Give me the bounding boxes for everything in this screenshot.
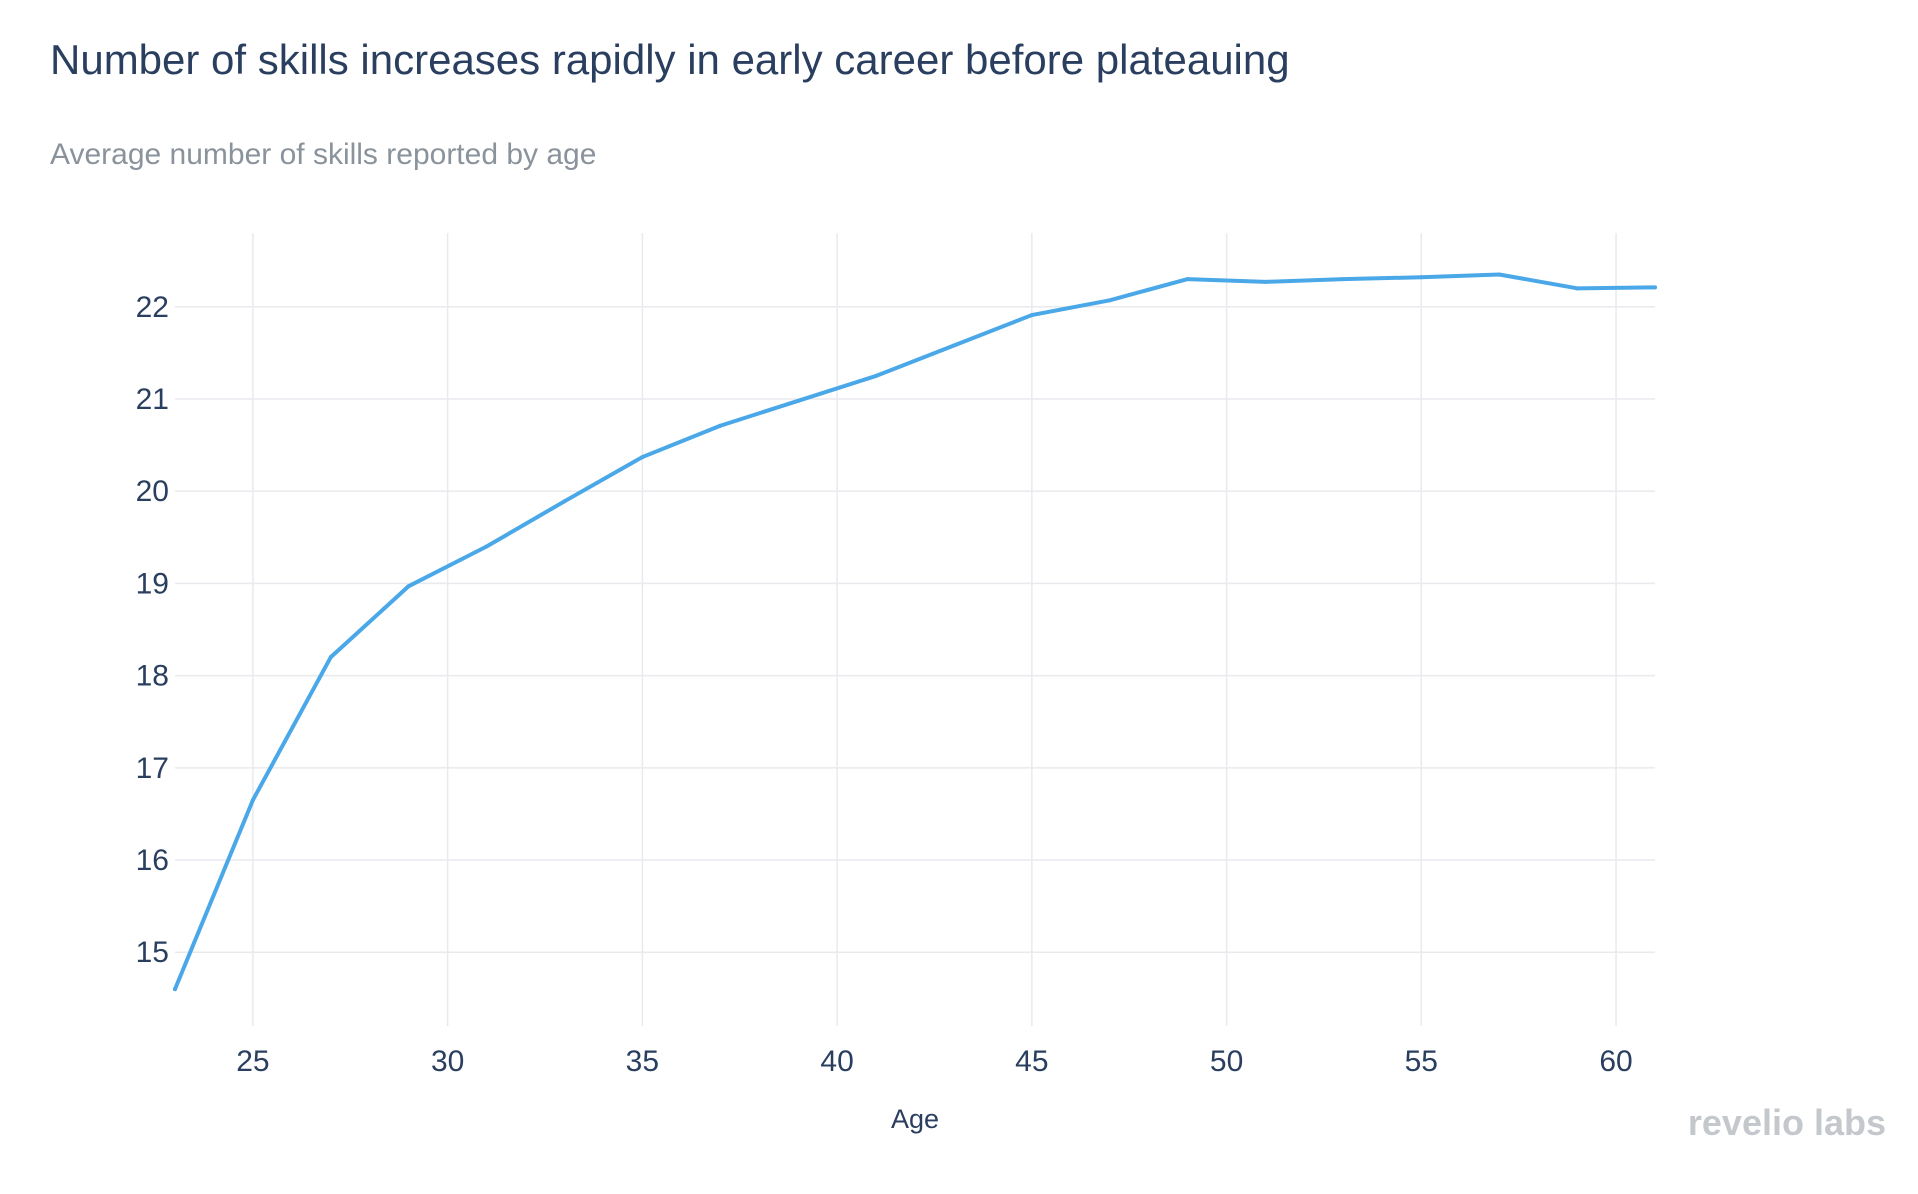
y-tick-label: 16 — [136, 844, 169, 877]
x-tick-label: 30 — [431, 1045, 464, 1078]
y-tick-label: 22 — [136, 291, 169, 324]
x-tick-label: 45 — [1015, 1045, 1048, 1078]
data-point — [951, 343, 956, 348]
x-axis-ticks: 25 30 35 40 45 50 55 60 — [236, 1045, 1633, 1078]
x-tick-label: 35 — [626, 1045, 659, 1078]
x-tick-label: 50 — [1210, 1045, 1243, 1078]
y-tick-label: 21 — [136, 383, 169, 416]
brand-logo-text: revelio labs — [1687, 1102, 1886, 1143]
data-point — [796, 398, 801, 403]
series-group — [173, 272, 1657, 992]
data-point — [1263, 279, 1268, 284]
x-tick-label: 55 — [1405, 1045, 1438, 1078]
data-point — [1497, 272, 1502, 277]
data-point — [562, 499, 567, 504]
data-point — [1185, 277, 1190, 282]
x-tick-label: 40 — [820, 1045, 853, 1078]
series-line — [173, 272, 1657, 992]
data-point — [1653, 285, 1657, 290]
revelio-labs-logo: revelio labs — [1688, 1102, 1886, 1144]
data-point — [250, 798, 255, 803]
data-point — [1575, 286, 1580, 291]
data-point — [1341, 277, 1346, 282]
data-point — [874, 373, 879, 378]
x-axis-title: Age — [891, 1104, 939, 1134]
x-tick-label: 60 — [1599, 1045, 1632, 1078]
y-tick-label: 19 — [136, 567, 169, 600]
chart-subtitle: Average number of skills reported by age — [50, 138, 597, 171]
y-tick-label: 20 — [136, 475, 169, 508]
data-point — [1107, 298, 1112, 303]
y-tick-label: 17 — [136, 752, 169, 785]
data-point — [718, 423, 723, 428]
x-tick-label: 25 — [236, 1045, 269, 1078]
vertical-gridlines — [252, 233, 1617, 1026]
data-point — [1419, 275, 1424, 280]
data-point — [328, 655, 333, 660]
data-point — [173, 987, 177, 992]
data-point — [406, 584, 411, 589]
data-point — [1029, 313, 1034, 318]
y-axis-ticks: 15 16 17 18 19 20 21 22 — [136, 291, 169, 969]
horizontal-gridlines — [175, 306, 1655, 953]
y-tick-label: 18 — [136, 660, 169, 693]
data-point — [484, 544, 489, 549]
data-point — [640, 455, 645, 460]
chart-title: Number of skills increases rapidly in ea… — [50, 36, 1290, 83]
y-tick-label: 15 — [136, 936, 169, 969]
